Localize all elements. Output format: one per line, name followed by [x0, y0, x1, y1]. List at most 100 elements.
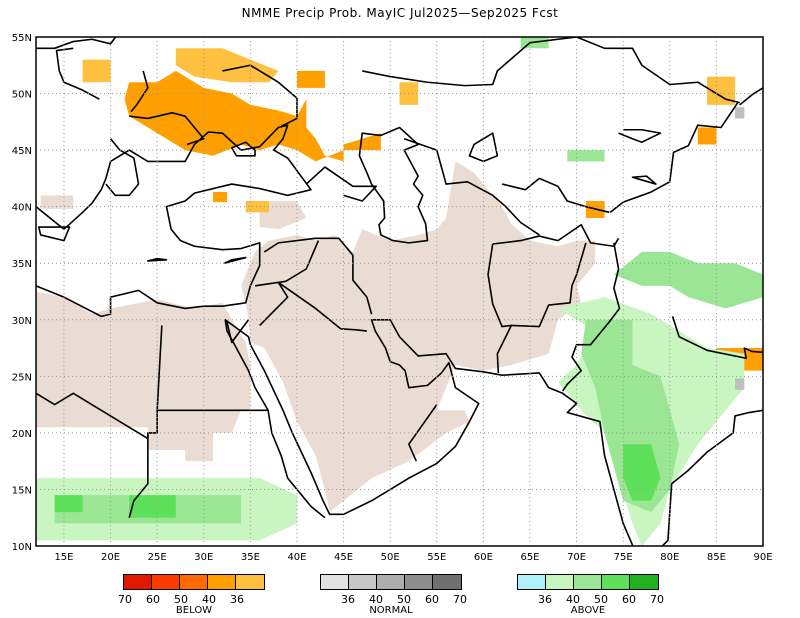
turkmen-uzbek-border — [403, 138, 540, 236]
poland-ukraine-border — [130, 70, 149, 113]
legend-below-tick: 50 — [174, 593, 188, 606]
normal-cell-east — [735, 378, 745, 390]
legend-normal-swatch — [377, 575, 405, 589]
above-normal-sahel-west — [54, 495, 83, 513]
legend-normal-swatch — [405, 575, 433, 589]
legend-below: 70 60 50 40 36 BELOW — [118, 574, 265, 616]
india-east-coast — [635, 409, 763, 546]
below-normal-poland — [82, 59, 111, 83]
legend-normal-tick: 36 — [341, 593, 355, 606]
legend-normal-tick: 50 — [397, 593, 411, 606]
syria-border — [254, 240, 320, 287]
legend-above-swatch — [630, 575, 658, 589]
turkey-iraq-iran-border — [263, 237, 373, 315]
legend-above-tick: 70 — [650, 593, 664, 606]
dry-region-anatomia — [259, 201, 307, 230]
lon-tick-label: 45E — [334, 552, 353, 563]
lon-tick-label: 40E — [287, 552, 306, 563]
legend-normal-swatch — [349, 575, 377, 589]
legend-below-swatch — [152, 575, 180, 589]
below-normal-xinjiang — [697, 127, 717, 145]
chad-sudan-border — [128, 432, 149, 518]
below-normal-turkey-west — [213, 191, 228, 203]
lat-tick-label: 30N — [12, 316, 32, 327]
legend-below-tick: 40 — [202, 593, 216, 606]
mediterranean-coast — [36, 124, 312, 318]
legend-above-swatches — [517, 574, 659, 590]
caucasus-borders — [305, 166, 377, 202]
crete — [147, 257, 168, 262]
legend-normal-ticks: 36 40 50 60 70 — [320, 593, 467, 606]
lon-tick-label: 65E — [520, 552, 539, 563]
coastlines-and-borders — [36, 37, 763, 546]
india-pakistan-border — [561, 242, 621, 392]
lon-tick-label: 30E — [194, 552, 213, 563]
graticule — [36, 37, 763, 546]
jordan-saudi-border — [259, 281, 367, 332]
red-sea-west-coast — [224, 319, 326, 519]
balkhash-lake — [618, 128, 662, 143]
lat-tick-label: 55N — [12, 33, 32, 44]
lon-tick-label: 75E — [614, 552, 633, 563]
legend-above: 36 40 50 60 70 ABOVE — [517, 574, 664, 616]
legend-below-swatch — [124, 575, 152, 589]
crimea — [230, 141, 256, 157]
above-normal-deccan — [623, 444, 661, 501]
legend-below-swatch — [236, 575, 264, 589]
caspian-sea — [358, 126, 429, 244]
legend-normal-swatches — [320, 574, 462, 590]
legend-above-ticks: 36 40 50 60 70 — [517, 593, 664, 606]
arabian-coasts — [224, 318, 634, 546]
legend-normal-label: NORMAL — [369, 605, 413, 616]
legend-normal-swatch — [321, 575, 349, 589]
map-title: NMME Precip Prob. MayIC Jul2025—Sep2025 … — [241, 6, 559, 20]
legend-above-swatch — [574, 575, 602, 589]
lat-tick-label: 10N — [12, 542, 32, 553]
issyk-kul — [631, 175, 657, 185]
lon-tick-label: 60E — [474, 552, 493, 563]
saudi-oman-border — [408, 404, 438, 462]
legend-above-swatch — [518, 575, 546, 589]
lat-tick-label: 35N — [12, 259, 32, 270]
legend-above-tick: 50 — [594, 593, 608, 606]
cyprus — [223, 256, 247, 265]
dry-region-north-africa — [36, 291, 251, 462]
lon-tick-label: 20E — [101, 552, 120, 563]
above-normal-tibet — [613, 251, 763, 309]
lon-tick-label: 90E — [753, 552, 772, 563]
baltic-coast — [36, 37, 117, 50]
legend-below-swatch — [208, 575, 236, 589]
map-frame — [35, 36, 764, 547]
lon-tick-label: 70E — [567, 552, 586, 563]
china-west-border — [609, 102, 739, 213]
axis-labels: 55N 50N 45N 40N 35N 30N 25N 20N 15N 10N 15E 20E 25E 3… — [12, 33, 773, 563]
legend-above-tick: 36 — [538, 593, 552, 606]
legend-normal-tick: 70 — [453, 593, 467, 606]
dry-region-middle-east — [241, 161, 596, 513]
legend-below-tick: 70 — [118, 593, 132, 606]
legend-above-swatch — [546, 575, 574, 589]
below-normal-turkey — [245, 201, 270, 213]
ukraine-russia-border — [222, 64, 298, 128]
afghan-pakistan-border — [511, 242, 587, 328]
lon-tick-label: 55E — [427, 552, 446, 563]
russia-kazakh-border — [362, 37, 740, 104]
below-normal-mongolia — [707, 76, 736, 105]
dry-region-italy — [40, 195, 74, 209]
lon-tick-label: 25E — [148, 552, 167, 563]
lat-tick-label: 40N — [12, 203, 32, 214]
legend-normal-tick: 40 — [369, 593, 383, 606]
below-normal-russia — [296, 70, 325, 88]
above-normal-kazakh — [567, 150, 605, 162]
lat-tick-label: 20N — [12, 429, 32, 440]
mongolia-border — [739, 87, 763, 106]
legend-below-label: BELOW — [175, 605, 213, 616]
lat-tick-label: 25N — [12, 372, 32, 383]
legend-below-swatches — [123, 574, 265, 590]
legend-normal-tick: 60 — [425, 593, 439, 606]
normal-cell-north — [735, 107, 745, 119]
ukraine-romania-moldova — [129, 111, 205, 146]
legend-below-tick: 36 — [230, 593, 244, 606]
germany-poland-border — [55, 47, 100, 100]
